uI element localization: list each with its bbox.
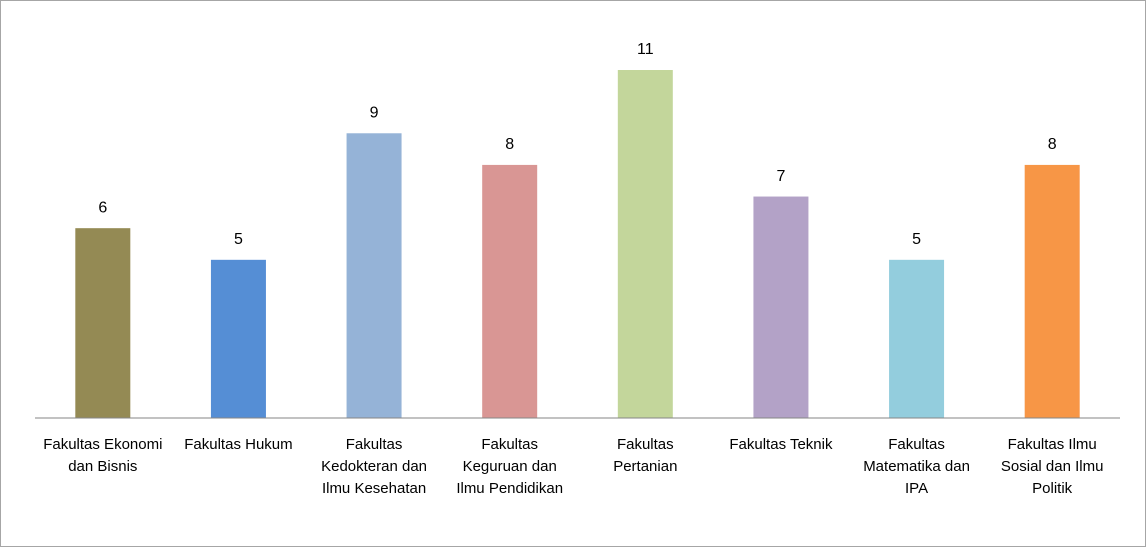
x-tick-label: Fakultas Matematika dan IPA xyxy=(863,436,970,497)
data-label: 7 xyxy=(776,168,785,185)
bar xyxy=(753,196,809,418)
data-label: 5 xyxy=(234,231,243,248)
data-label: 8 xyxy=(1048,136,1057,153)
data-label: 8 xyxy=(505,136,514,153)
bar xyxy=(75,228,131,418)
x-tick-label: Fakultas Keguruan dan Ilmu Pendidikan xyxy=(456,436,564,497)
bar xyxy=(1024,164,1080,418)
bar xyxy=(617,70,673,418)
x-tick-label: Fakultas Teknik xyxy=(729,436,833,453)
x-tick-label: Fakultas Hukum xyxy=(184,436,293,453)
x-tick-label: Fakultas Ilmu Sosial dan Ilmu Politik xyxy=(1000,436,1104,497)
x-tick-label: Fakultas Pertanian xyxy=(613,436,678,475)
bar xyxy=(889,259,945,418)
data-label: 6 xyxy=(98,199,107,216)
data-label: 5 xyxy=(912,231,921,248)
data-label: 11 xyxy=(637,41,654,58)
bar xyxy=(482,164,538,418)
x-tick-label: Fakultas Ekonomi dan Bisnis xyxy=(43,436,163,475)
data-label: 9 xyxy=(370,104,379,121)
x-tick-label: Fakultas Kedokteran dan Ilmu Kesehatan xyxy=(321,436,428,497)
bar xyxy=(346,133,402,419)
bar xyxy=(210,259,266,418)
